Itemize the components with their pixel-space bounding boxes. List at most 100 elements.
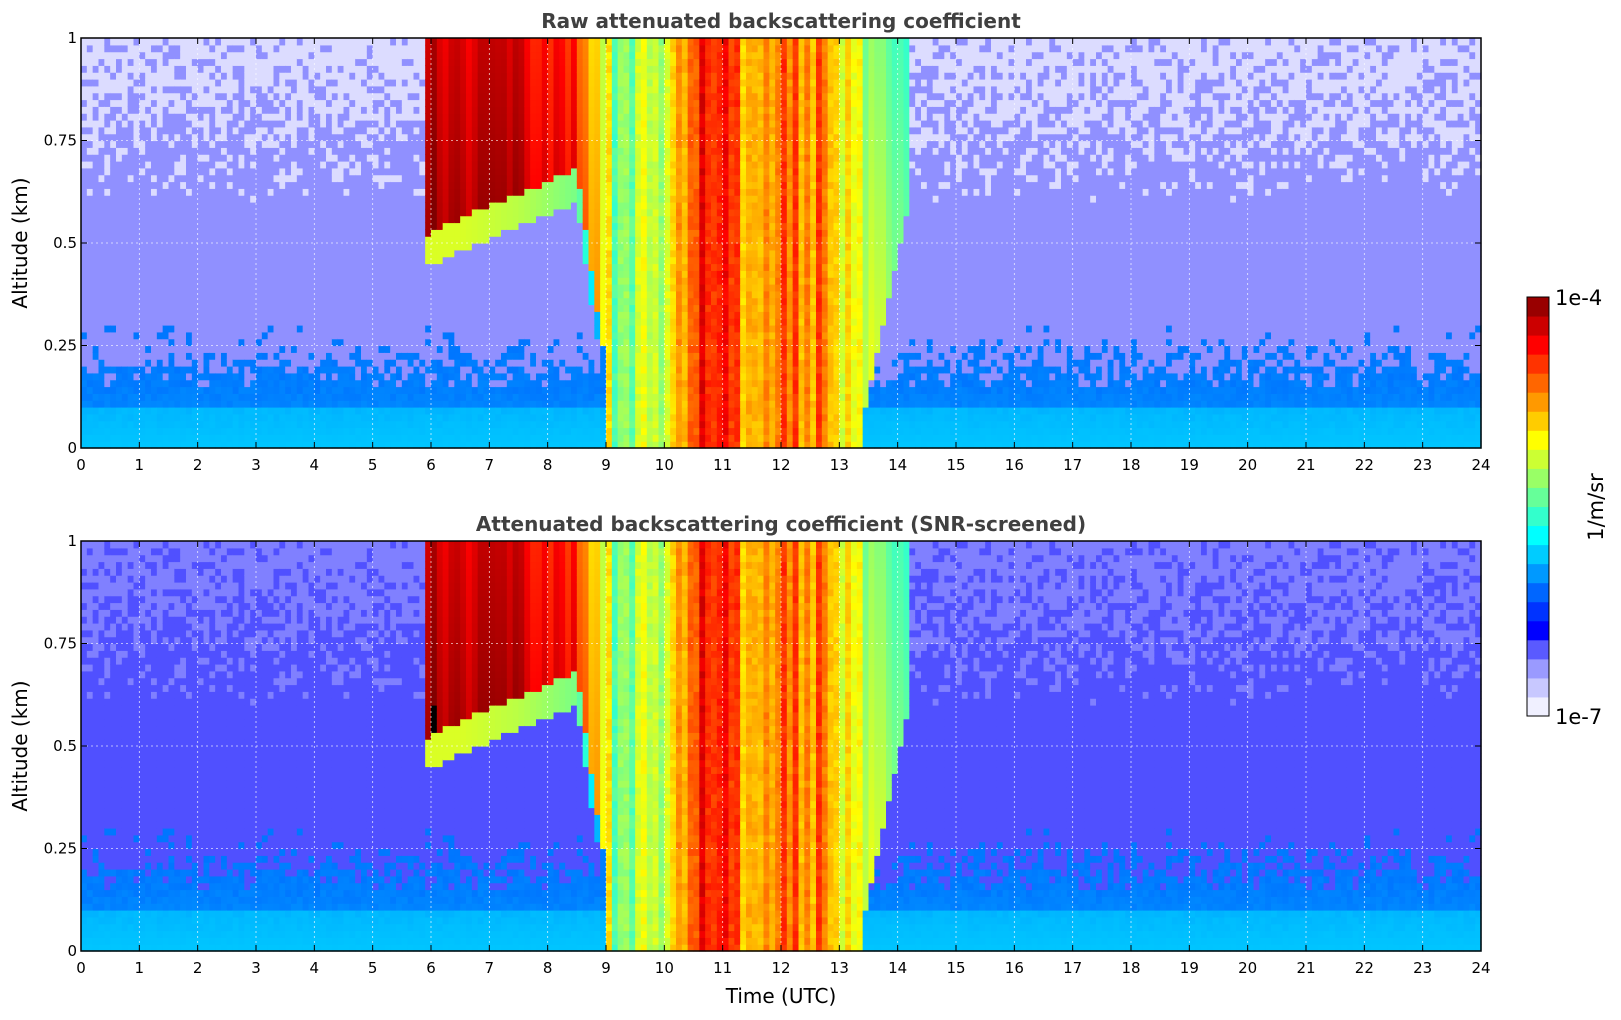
heatmap-cell (302, 236, 310, 244)
heatmap-cell (501, 379, 508, 388)
heatmap-cell (454, 249, 461, 258)
heatmap-cell (162, 44, 170, 53)
heatmap-cell (559, 202, 566, 210)
heatmap-cell (133, 167, 140, 176)
heatmap-cell (366, 167, 374, 176)
heatmap-cell (285, 434, 292, 442)
heatmap-cell (442, 284, 450, 292)
heatmap-cell (197, 386, 205, 394)
heatmap-cell (326, 372, 333, 381)
heatmap-cell (378, 400, 385, 408)
heatmap-cell (186, 386, 193, 394)
heatmap-cell (530, 195, 537, 203)
heatmap-cell (226, 113, 234, 121)
heatmap-cell (361, 120, 368, 128)
heatmap-cell (396, 434, 403, 442)
heatmap-cell (215, 181, 222, 189)
heatmap-cell (396, 413, 403, 422)
heatmap-cell (337, 113, 345, 121)
heatmap-cell (501, 318, 508, 326)
heatmap-cell (215, 106, 222, 114)
heatmap-cell (366, 140, 374, 148)
heatmap-cell (279, 147, 286, 155)
heatmap-cell (337, 229, 345, 237)
heatmap-cell (250, 161, 257, 169)
heatmap-cell (454, 79, 461, 87)
heatmap-cell (308, 202, 315, 210)
heatmap-cell (477, 420, 485, 429)
heatmap-cell (337, 359, 345, 367)
heatmap-cell (436, 147, 444, 155)
heatmap-cell (226, 345, 234, 353)
heatmap-cell (495, 106, 502, 114)
heatmap-cell (168, 79, 175, 87)
heatmap-cell (547, 413, 555, 422)
heatmap-cell (477, 379, 485, 388)
heatmap-cell (238, 304, 245, 312)
heatmap-cell (308, 366, 315, 374)
heatmap-cell (396, 72, 403, 80)
heatmap-cell (186, 413, 193, 422)
heatmap-cell (139, 318, 146, 326)
heatmap-cell (378, 366, 385, 374)
heatmap-cell (203, 51, 210, 60)
heatmap-cell (425, 174, 432, 183)
heatmap-cell (186, 222, 193, 230)
heatmap-cell (174, 366, 181, 374)
heatmap-cell (366, 284, 374, 292)
heatmap-cell (302, 427, 310, 435)
heatmap-cell (285, 331, 292, 340)
heatmap-cell (541, 284, 549, 292)
heatmap-cell (104, 181, 111, 189)
heatmap-cell (366, 420, 374, 429)
heatmap-cell (215, 290, 222, 299)
heatmap-cell (86, 277, 94, 285)
heatmap-cell (495, 359, 502, 367)
heatmap-cell (489, 222, 496, 230)
heatmap-cell (110, 277, 117, 285)
heatmap-cell (320, 331, 327, 340)
heatmap-cell (221, 99, 228, 107)
heatmap-cell (151, 407, 158, 415)
heatmap-cell (92, 58, 100, 66)
heatmap-cell (98, 270, 105, 278)
heatmap-cell (238, 44, 245, 53)
heatmap-cell (378, 277, 385, 285)
heatmap-cell (302, 147, 310, 155)
heatmap-cell (320, 393, 327, 401)
heatmap-cell (477, 372, 485, 381)
heatmap-cell (512, 126, 520, 135)
heatmap-cell (501, 154, 508, 162)
heatmap-cell (343, 256, 350, 265)
heatmap-cell (197, 359, 205, 367)
heatmap-cell (559, 270, 566, 278)
heatmap-cell (92, 393, 100, 401)
heatmap-cell (291, 51, 298, 60)
heatmap-cell (384, 331, 391, 340)
heatmap-cell (331, 420, 339, 429)
heatmap-cell (337, 304, 345, 312)
heatmap-cell (495, 58, 502, 66)
heatmap-cell (355, 181, 362, 189)
heatmap-cell (81, 407, 88, 415)
heatmap-cell (291, 120, 298, 128)
heatmap-cell (448, 372, 455, 381)
heatmap-cell (506, 106, 514, 114)
heatmap-cell (547, 154, 555, 162)
heatmap-cell (221, 202, 228, 210)
heatmap-cell (384, 427, 391, 435)
heatmap-cell (116, 99, 123, 107)
heatmap-cell (466, 441, 473, 449)
heatmap-cell (506, 188, 514, 196)
heatmap-cell (174, 229, 181, 237)
heatmap-cell (477, 284, 485, 292)
heatmap-cell (186, 325, 193, 333)
heatmap-cell (267, 297, 275, 306)
heatmap-cell (361, 65, 368, 73)
heatmap-cell (425, 304, 432, 312)
heatmap-cell (547, 44, 555, 53)
heatmap-cell (541, 420, 549, 429)
heatmap-cell (378, 441, 385, 449)
heatmap-cell (302, 290, 310, 299)
heatmap-cell (355, 126, 362, 135)
